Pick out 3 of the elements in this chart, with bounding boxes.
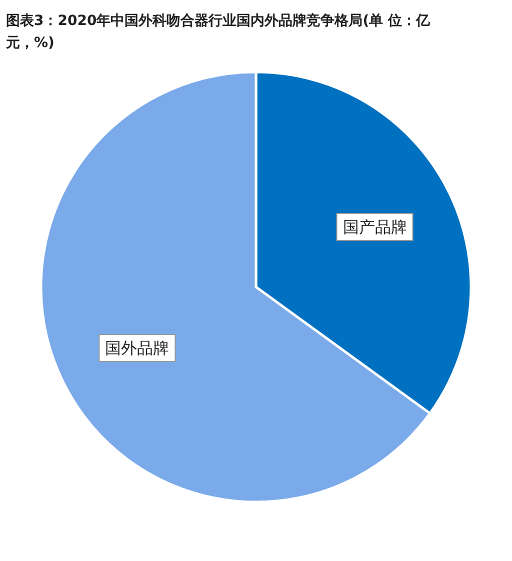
- slice-label: 国外品牌: [105, 338, 170, 358]
- chart-title: 图表3：2020年中国外科吻合器行业国内外品牌竞争格局(单 位：亿元，%): [6, 12, 431, 53]
- slice-label: 国产品牌: [342, 217, 407, 236]
